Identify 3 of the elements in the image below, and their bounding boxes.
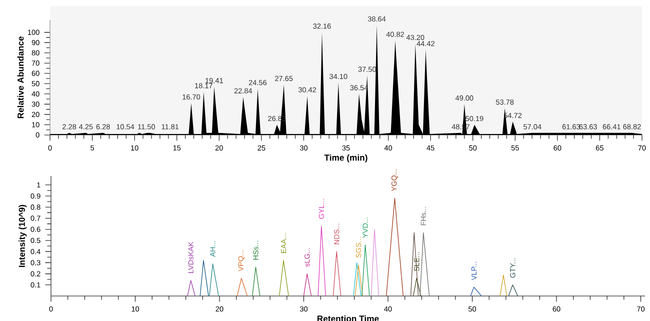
y-axis-title: Relative Abundance [17,36,24,118]
x-axis-title: Time (min) [324,154,368,162]
y-axis-title: Intensity (10^9) [18,204,27,267]
